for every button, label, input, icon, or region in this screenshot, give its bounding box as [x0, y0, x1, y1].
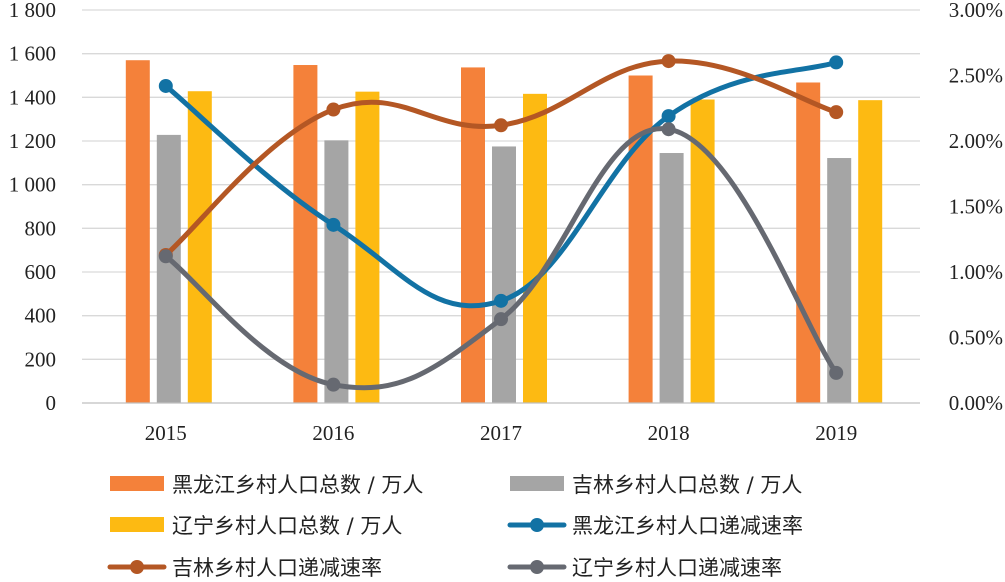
series-point: [326, 102, 341, 117]
series-point: [494, 312, 508, 327]
legend-label: 黑龙江乡村人口递减速率: [572, 514, 803, 538]
legend-label: 吉林乡村人口总数 / 万人: [572, 473, 802, 497]
x-tick-label: 2017: [480, 421, 522, 445]
series-point: [326, 217, 341, 232]
legend-swatch-bar: [510, 476, 564, 491]
bar: [293, 65, 318, 404]
x-tick-label: 2015: [145, 421, 187, 445]
y-left-tick-label: 1 400: [9, 85, 56, 109]
bar: [796, 82, 821, 403]
y-right-tick-label: 2.00%: [949, 129, 1003, 153]
bar: [492, 146, 516, 404]
legend-label: 黑龙江乡村人口总数 / 万人: [172, 473, 423, 497]
legend-label: 辽宁乡村人口总数 / 万人: [172, 514, 402, 538]
series-line: [163, 126, 839, 391]
legend-swatch-marker: [530, 518, 544, 532]
series-point: [661, 109, 676, 124]
x-tick-label: 2016: [312, 421, 354, 445]
y-right-tick-label: 0.50%: [949, 326, 1003, 350]
series-point: [661, 54, 676, 69]
legend-swatch-bar: [110, 517, 164, 532]
y-right-tick-label: 1.00%: [949, 260, 1003, 284]
y-left-tick-label: 200: [25, 347, 57, 371]
y-left-tick-label: 1 600: [9, 42, 56, 66]
y-right-tick-label: 3.00%: [949, 0, 1003, 22]
bar: [858, 100, 883, 404]
legend-swatch-marker: [530, 560, 544, 574]
bar: [125, 60, 150, 403]
y-left-tick-label: 1 800: [9, 0, 56, 22]
y-left-tick-label: 1 200: [9, 129, 56, 153]
legend-label: 辽宁乡村人口递减速率: [572, 556, 782, 580]
y-left-tick-label: 0: [46, 391, 57, 415]
series-point: [829, 55, 844, 70]
bar: [659, 153, 684, 403]
series-point: [829, 105, 844, 120]
y-right-tick-label: 1.50%: [949, 195, 1003, 219]
series-point: [661, 122, 676, 137]
bar: [461, 67, 485, 404]
legend-label: 吉林乡村人口递减速率: [172, 556, 382, 580]
y-right-tick-label: 0.00%: [949, 391, 1003, 415]
series-point: [494, 118, 508, 133]
axes: 0 200 400 600 800 1 000 1 200 1 400 1 600 1 800 0.…: [9, 0, 1003, 445]
bars: [125, 60, 883, 404]
series-point: [158, 78, 173, 93]
lines: [158, 54, 844, 392]
x-tick-label: 2018: [648, 421, 690, 445]
y-left-tick-label: 800: [25, 216, 57, 240]
legend-swatch-bar: [110, 476, 164, 491]
series-point: [494, 293, 508, 308]
series-point: [326, 377, 341, 392]
y-left-tick-label: 400: [25, 304, 57, 328]
series-point: [158, 249, 173, 264]
bar: [324, 140, 349, 403]
y-right-tick-label: 2.50%: [949, 64, 1003, 88]
bar: [628, 75, 653, 403]
y-left-tick-label: 600: [25, 260, 57, 284]
bar: [187, 91, 212, 403]
bar: [523, 93, 547, 403]
x-tick-label: 2019: [815, 421, 857, 445]
y-left-tick-label: 1 000: [9, 173, 56, 197]
legend-swatch-marker: [130, 560, 144, 574]
series-point: [829, 365, 844, 380]
